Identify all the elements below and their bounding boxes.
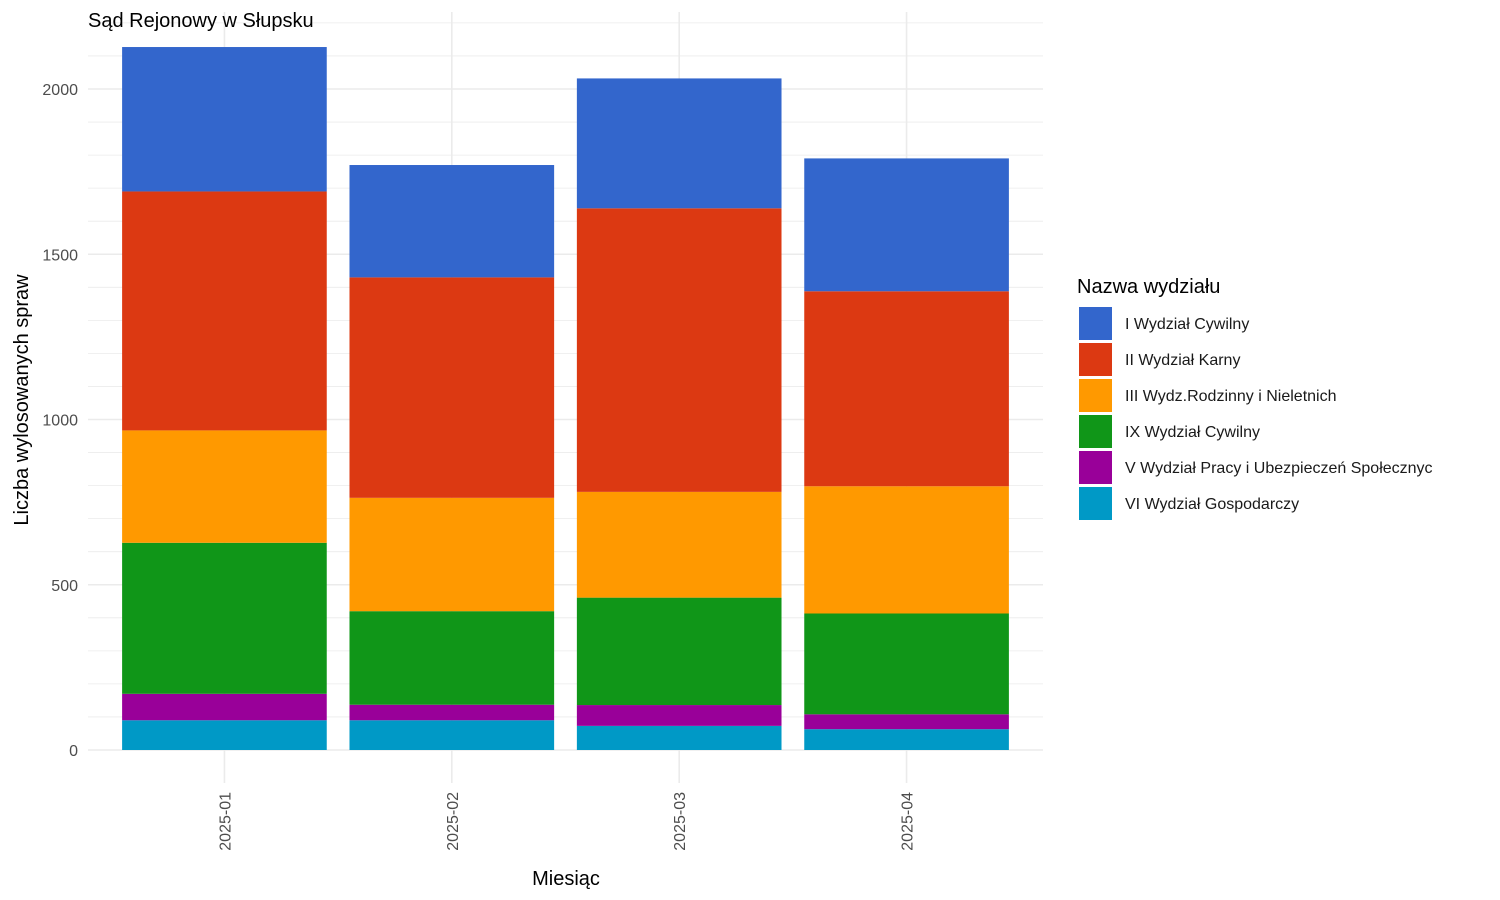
legend-swatch (1079, 487, 1112, 520)
bar-segment (349, 611, 555, 705)
x-tick-label: 2025-01 (217, 792, 234, 851)
legend-items: I Wydział Cywilny II Wydział Karny III Wyd… (1079, 307, 1433, 520)
legend-swatch (1079, 307, 1112, 340)
bar-segment (804, 729, 1009, 750)
x-axis-title: Miesiąc (532, 868, 600, 890)
bar-segment (122, 693, 327, 721)
y-tick-label: 500 (51, 578, 78, 595)
y-tick-label: 2000 (42, 82, 78, 99)
legend-label: III Wydz.Rodzinny i Nieletnich (1125, 388, 1337, 405)
y-tick-label: 1500 (42, 247, 78, 264)
bar-segment (804, 291, 1009, 487)
y-tick-label: 1000 (42, 413, 78, 430)
x-tick-label: 2025-04 (900, 792, 917, 851)
bar-segment (576, 705, 782, 726)
bar-segment (576, 725, 782, 750)
bars (122, 47, 1009, 750)
legend-swatch (1079, 379, 1112, 412)
x-tick-label: 2025-03 (672, 792, 689, 851)
legend: Nazwa wydziału I Wydział Cywilny II Wydzi… (1077, 276, 1433, 520)
legend-label: VI Wydział Gospodarczy (1125, 496, 1299, 513)
bar-segment (122, 542, 327, 694)
legend-title: Nazwa wydziału (1077, 276, 1220, 298)
legend-label: V Wydział Pracy i Ubezpieczeń Społecznyc (1125, 460, 1433, 477)
bar-segment (576, 78, 782, 209)
y-axis-title: Liczba wylosowanych spraw (11, 274, 33, 526)
bar-segment (804, 714, 1009, 730)
legend-label: IX Wydział Cywilny (1125, 424, 1260, 441)
x-tick-label: 2025-02 (445, 792, 462, 851)
legend-swatch (1079, 415, 1112, 448)
chart-title: Sąd Rejonowy w Słupsku (88, 10, 314, 32)
bar-segment (804, 158, 1009, 292)
legend-swatch (1079, 451, 1112, 484)
bar-segment (122, 430, 327, 543)
bar-segment (349, 720, 555, 750)
legend-label: I Wydział Cywilny (1125, 316, 1249, 333)
bar-segment (349, 497, 555, 612)
x-axis-ticks: 2025-01 2025-02 2025-03 2025-04 (217, 792, 916, 851)
bar-segment (576, 491, 782, 598)
bar-segment (349, 277, 555, 498)
bar-segment (122, 47, 327, 192)
legend-label: II Wydział Karny (1125, 352, 1240, 369)
legend-swatch (1079, 343, 1112, 376)
y-tick-label: 0 (69, 743, 78, 760)
bar-segment (122, 720, 327, 750)
bar-segment (804, 486, 1009, 614)
bar-segment (349, 704, 555, 721)
bar-segment (122, 191, 327, 431)
bar-segment (576, 208, 782, 492)
bar-segment (349, 165, 555, 278)
bar-segment (576, 597, 782, 706)
bar-segment (804, 613, 1009, 715)
y-axis-ticks: 0 500 1000 1500 2000 (42, 82, 78, 760)
